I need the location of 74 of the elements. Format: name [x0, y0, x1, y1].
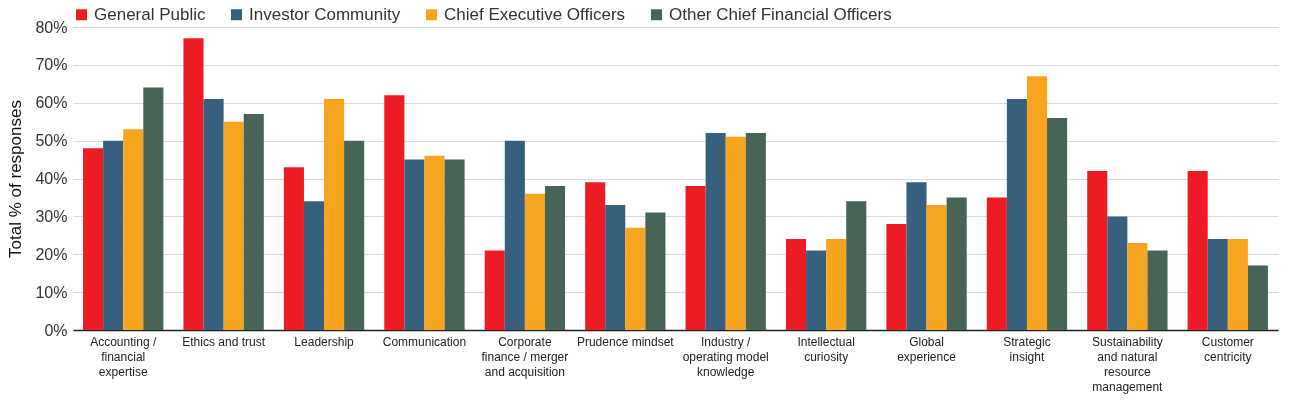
x-tick-label: Prudence mindset — [576, 334, 675, 349]
x-tick-label: Sustainability and natural resource management — [1092, 334, 1164, 394]
bar — [1047, 117, 1068, 330]
bar — [1187, 170, 1208, 330]
bar — [223, 121, 244, 330]
y-tick-label: 50% — [35, 132, 68, 150]
bar — [1227, 239, 1248, 330]
bar — [685, 186, 706, 330]
x-tick-label: Accounting / financial expertise — [90, 334, 157, 379]
y-tick-label: 30% — [35, 207, 68, 225]
x-tick-label: Ethics and trust — [182, 334, 266, 349]
bar — [625, 227, 646, 330]
bar — [203, 98, 224, 330]
bar — [585, 182, 606, 330]
y-tick-label: 60% — [35, 94, 68, 112]
bar — [384, 95, 405, 330]
y-tick-label: 20% — [35, 245, 68, 263]
bar — [806, 250, 827, 330]
legend-label: Chief Executive Officers — [444, 4, 626, 24]
y-tick-label: 40% — [35, 170, 68, 187]
bar — [785, 239, 807, 330]
bar — [1127, 242, 1148, 330]
bar — [1207, 239, 1228, 330]
x-tick-label: Intellectual curiosity — [797, 334, 855, 364]
bar — [143, 87, 164, 330]
x-tick-label: Communication — [382, 334, 467, 349]
bar — [705, 133, 726, 330]
bar — [103, 140, 124, 330]
legend-label: General Public — [94, 4, 206, 24]
x-tick-label: Global experience — [897, 334, 957, 364]
legend-label: Investor Community — [249, 4, 401, 24]
y-tick-label: 10% — [35, 283, 68, 301]
bar — [444, 159, 465, 330]
bar — [886, 223, 907, 330]
x-tick-label: Leadership — [294, 334, 355, 349]
bar — [123, 129, 144, 330]
bar — [424, 155, 445, 330]
bar — [946, 197, 967, 330]
bar — [846, 201, 867, 330]
bar — [745, 133, 766, 330]
bar — [986, 197, 1007, 330]
bar — [243, 114, 264, 330]
y-axis-title: Total % of responses — [6, 100, 26, 258]
bar — [906, 182, 927, 330]
x-tick-label: Industry / operating model knowledge — [682, 334, 769, 379]
bar — [1147, 250, 1168, 330]
x-tick-label: Strategic insight — [1003, 334, 1051, 364]
bar — [826, 239, 847, 330]
bar — [1247, 265, 1268, 330]
bar — [524, 193, 545, 330]
x-tick-label: Corporate finance / merger and acquisition — [481, 334, 569, 379]
bar — [544, 186, 566, 330]
x-tick-label: Customer centricity — [1201, 334, 1254, 364]
bar — [183, 38, 204, 330]
bar — [1006, 98, 1027, 330]
bar — [1107, 216, 1128, 330]
bar — [484, 250, 505, 330]
y-tick-label: 70% — [35, 56, 68, 74]
bar — [283, 167, 304, 330]
bar — [404, 159, 425, 330]
bar — [1026, 76, 1048, 330]
bar — [303, 201, 325, 330]
bar — [926, 205, 947, 330]
bar — [605, 205, 626, 330]
bar — [725, 136, 746, 330]
legend-label: Other Chief Financial Officers — [669, 4, 892, 24]
y-tick-label: 0% — [44, 321, 68, 339]
bar — [324, 98, 345, 330]
bar — [1087, 170, 1108, 330]
bar — [344, 140, 365, 330]
bar — [83, 148, 104, 330]
bar — [645, 212, 666, 330]
y-tick-label: 80% — [35, 18, 68, 36]
bar — [504, 140, 525, 330]
